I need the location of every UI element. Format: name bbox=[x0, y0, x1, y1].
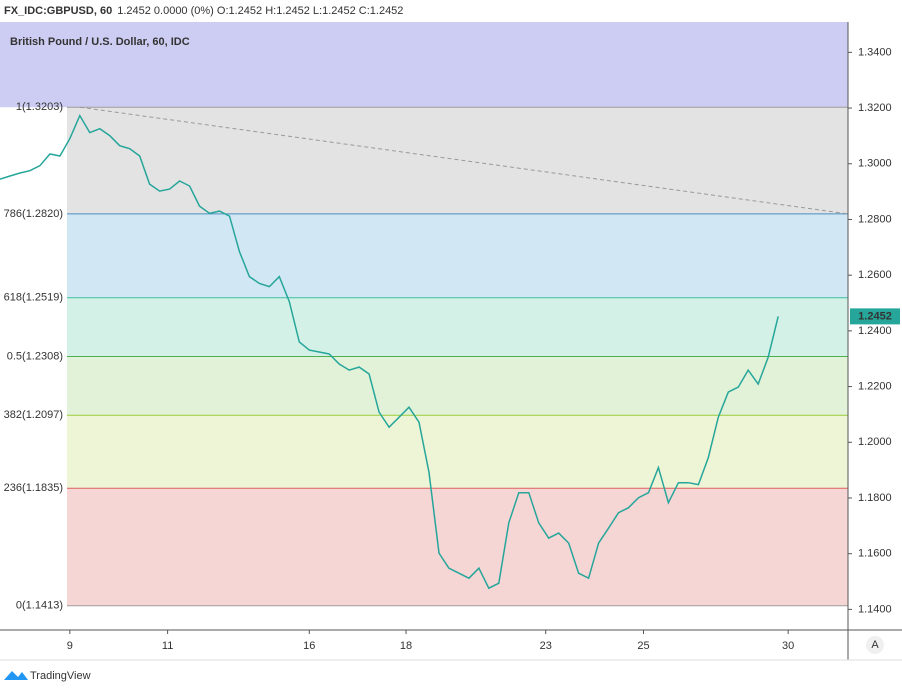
x-tick-label: 18 bbox=[400, 640, 412, 652]
fib-band bbox=[67, 107, 848, 214]
y-tick-label: 1.1400 bbox=[858, 603, 892, 615]
x-tick-label: 9 bbox=[67, 640, 73, 652]
fib-label: 0(1.1413) bbox=[16, 600, 63, 612]
fib-top-band bbox=[0, 22, 848, 108]
y-tick-label: 1.1800 bbox=[858, 492, 892, 504]
y-tick-label: 1.2800 bbox=[858, 213, 892, 225]
auto-button[interactable]: A bbox=[871, 639, 879, 651]
fib-label: 382(1.2097) bbox=[4, 409, 63, 421]
y-tick-label: 1.2600 bbox=[858, 269, 892, 281]
last-price-tag bbox=[850, 308, 900, 325]
x-tick-label: 16 bbox=[303, 640, 315, 652]
x-tick-label: 11 bbox=[162, 640, 173, 652]
quote: 1.2452 0.0000 (0%) O:1.2452 H:1.2452 L:1… bbox=[117, 5, 403, 17]
subtitle: British Pound / U.S. Dollar, 60, IDC bbox=[10, 36, 190, 48]
fib-label: 1(1.3203) bbox=[16, 101, 63, 113]
y-tick-label: 1.3000 bbox=[858, 158, 892, 170]
x-tick-label: 25 bbox=[637, 640, 649, 652]
brand-logo bbox=[4, 671, 28, 680]
fib-band bbox=[67, 488, 848, 606]
fib-band bbox=[67, 356, 848, 416]
y-tick-label: 1.2400 bbox=[858, 325, 892, 337]
x-tick-label: 30 bbox=[782, 640, 794, 652]
y-tick-label: 1.2000 bbox=[858, 436, 892, 448]
y-tick-label: 1.2200 bbox=[858, 380, 892, 392]
fib-band bbox=[67, 297, 848, 357]
symbol: FX_IDC:GBPUSD, 60 bbox=[4, 5, 112, 17]
price-line bbox=[0, 113, 779, 590]
y-tick-label: 1.1600 bbox=[858, 548, 892, 560]
fib-label: 618(1.2519) bbox=[4, 292, 63, 304]
last-price-label: 1.2452 bbox=[858, 310, 892, 322]
trend-line bbox=[79, 106, 849, 215]
fib-label: 0.5(1.2308) bbox=[7, 350, 63, 362]
right-axis bbox=[848, 0, 902, 660]
fib-label: 786(1.2820) bbox=[4, 208, 63, 220]
auto-button-bg bbox=[866, 636, 884, 654]
y-tick-label: 1.3200 bbox=[858, 102, 892, 114]
fib-band bbox=[67, 213, 848, 298]
fib-band bbox=[67, 415, 848, 489]
y-tick-label: 1.3400 bbox=[858, 46, 892, 58]
fib-label: 236(1.1835) bbox=[4, 482, 63, 494]
x-tick-label: 23 bbox=[540, 640, 552, 652]
brand: TradingView bbox=[30, 670, 91, 682]
header: FX_IDC:GBPUSD, 60 1.2452 0.0000 (0%) O:1.… bbox=[4, 5, 403, 17]
